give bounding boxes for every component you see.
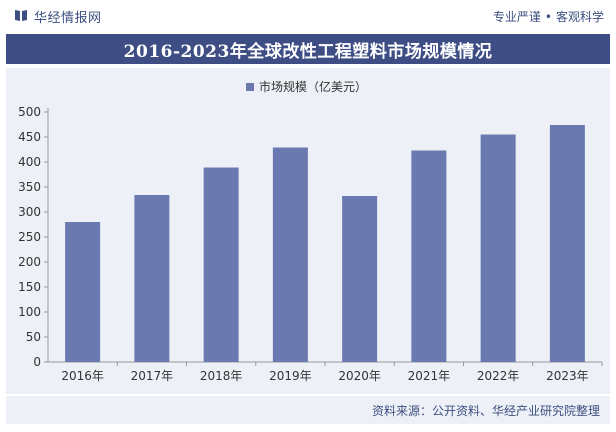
- y-tick-label: 450: [18, 130, 41, 144]
- legend-swatch: [246, 83, 254, 91]
- source-note: 资料来源：公开资料、华经产业研究院整理: [371, 404, 600, 418]
- x-tick-label: 2016年: [61, 369, 104, 383]
- x-tick-label: 2017年: [131, 369, 174, 383]
- bar: [272, 147, 308, 362]
- title-bar: 2016-2023年全球改性工程塑料市场规模情况: [6, 34, 610, 64]
- bar: [342, 196, 378, 362]
- y-tick-label: 400: [18, 155, 41, 169]
- y-tick-label: 350: [18, 180, 41, 194]
- brand-name: 华经情报网: [34, 10, 102, 26]
- legend-label: 市场规模（亿美元）: [259, 79, 367, 94]
- bar: [480, 134, 516, 362]
- y-tick-label: 50: [26, 330, 41, 344]
- bar: [411, 150, 447, 362]
- slogan-separator: •: [544, 9, 552, 24]
- bar: [134, 195, 170, 362]
- slogan-left: 专业严谨: [492, 10, 541, 24]
- slogan-right: 客观科学: [555, 10, 604, 24]
- top-bar: 华经情报网 专业严谨 • 客观科学: [0, 0, 616, 30]
- bar-chart: 市场规模（亿美元） 0 50 100 150 200 250 300 350 400 450 500 2…: [18, 79, 603, 383]
- x-tick-label: 2022年: [477, 369, 520, 383]
- bar: [65, 222, 101, 362]
- x-tick-label: 2019年: [269, 369, 312, 383]
- x-tick-label: 2023年: [546, 369, 589, 383]
- x-tick-label: 2018年: [200, 369, 243, 383]
- slogan: 专业严谨 • 客观科学: [493, 8, 604, 25]
- y-tick-label: 150: [18, 280, 41, 294]
- chart-title: 2016-2023年全球改性工程塑料市场规模情况: [123, 41, 493, 62]
- y-tick-label: 500: [18, 105, 41, 119]
- y-tick-label: 0: [33, 355, 41, 369]
- x-tick-label: 2020年: [338, 369, 381, 383]
- book-logo-icon: [14, 7, 28, 26]
- brand: 华经情报网: [14, 7, 102, 26]
- bar: [203, 167, 239, 362]
- y-tick-label: 300: [18, 205, 41, 219]
- bar: [549, 125, 585, 362]
- chart-area: 市场规模（亿美元） 0 50 100 150 200 250 300 350 400 450 500 2…: [6, 68, 610, 394]
- y-tick-label: 200: [18, 255, 41, 269]
- footer: 资料来源：公开资料、华经产业研究院整理: [6, 396, 610, 424]
- y-tick-label: 100: [18, 305, 41, 319]
- y-tick-label: 250: [18, 230, 41, 244]
- x-tick-label: 2021年: [408, 369, 451, 383]
